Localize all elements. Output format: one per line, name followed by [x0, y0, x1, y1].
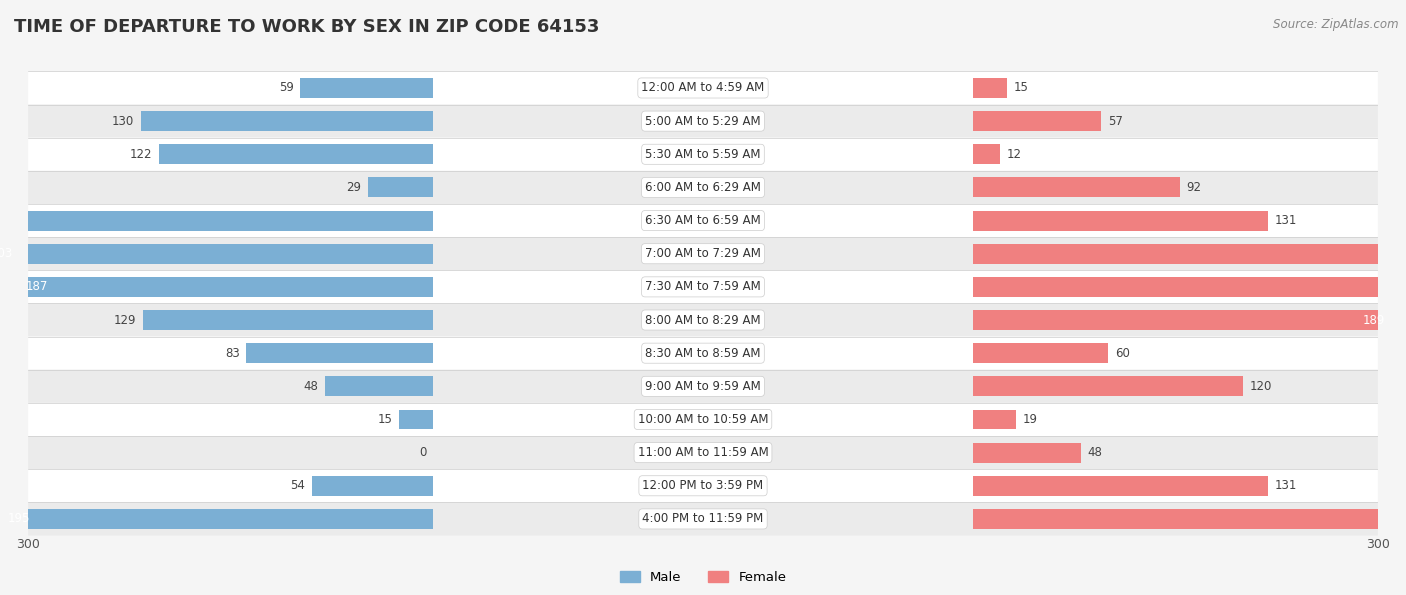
Text: 187: 187 [25, 280, 48, 293]
Bar [301, 78, 433, 98]
Text: 5:30 AM to 5:59 AM: 5:30 AM to 5:59 AM [645, 148, 761, 161]
Text: 6:00 AM to 6:29 AM: 6:00 AM to 6:29 AM [645, 181, 761, 194]
Text: 19: 19 [1022, 413, 1038, 426]
Bar [973, 244, 1406, 264]
Text: 48: 48 [1088, 446, 1102, 459]
Bar [159, 145, 433, 164]
Text: 129: 129 [114, 314, 136, 327]
Bar [973, 443, 1081, 462]
Text: 92: 92 [1187, 181, 1202, 194]
Bar [399, 409, 433, 430]
Text: 4:00 PM to 11:59 PM: 4:00 PM to 11:59 PM [643, 512, 763, 525]
FancyBboxPatch shape [28, 270, 1378, 303]
FancyBboxPatch shape [28, 303, 1378, 337]
Text: 7:30 AM to 7:59 AM: 7:30 AM to 7:59 AM [645, 280, 761, 293]
Text: 122: 122 [129, 148, 152, 161]
Text: Source: ZipAtlas.com: Source: ZipAtlas.com [1274, 18, 1399, 31]
Bar [246, 343, 433, 363]
Bar [0, 244, 433, 264]
Bar [325, 377, 433, 396]
FancyBboxPatch shape [28, 237, 1378, 270]
Text: 59: 59 [278, 82, 294, 95]
Text: 54: 54 [290, 480, 305, 492]
Text: 195: 195 [8, 512, 31, 525]
Text: 8:00 AM to 8:29 AM: 8:00 AM to 8:29 AM [645, 314, 761, 327]
FancyBboxPatch shape [28, 337, 1378, 369]
Text: 83: 83 [225, 347, 239, 359]
Text: 10:00 AM to 10:59 AM: 10:00 AM to 10:59 AM [638, 413, 768, 426]
FancyBboxPatch shape [28, 436, 1378, 469]
Text: 120: 120 [1250, 380, 1272, 393]
Text: 203: 203 [0, 248, 13, 260]
Text: 15: 15 [378, 413, 392, 426]
FancyBboxPatch shape [28, 403, 1378, 436]
Bar [973, 211, 1268, 230]
Text: 5:00 AM to 5:29 AM: 5:00 AM to 5:29 AM [645, 115, 761, 127]
Bar [973, 509, 1406, 529]
Text: 29: 29 [346, 181, 361, 194]
Legend: Male, Female: Male, Female [614, 565, 792, 589]
Bar [973, 343, 1108, 363]
FancyBboxPatch shape [28, 137, 1378, 171]
FancyBboxPatch shape [28, 502, 1378, 536]
Bar [973, 409, 1015, 430]
Text: 48: 48 [304, 380, 318, 393]
Bar [0, 211, 433, 230]
Text: 0: 0 [419, 446, 426, 459]
Bar [973, 177, 1180, 198]
Bar [973, 111, 1101, 131]
FancyBboxPatch shape [28, 71, 1378, 105]
Text: 60: 60 [1115, 347, 1129, 359]
Text: 12:00 AM to 4:59 AM: 12:00 AM to 4:59 AM [641, 82, 765, 95]
Bar [368, 177, 433, 198]
Bar [141, 111, 433, 131]
Text: 8:30 AM to 8:59 AM: 8:30 AM to 8:59 AM [645, 347, 761, 359]
Text: 6:30 AM to 6:59 AM: 6:30 AM to 6:59 AM [645, 214, 761, 227]
Bar [13, 277, 433, 297]
FancyBboxPatch shape [28, 369, 1378, 403]
Text: 7:00 AM to 7:29 AM: 7:00 AM to 7:29 AM [645, 248, 761, 260]
Bar [973, 78, 1007, 98]
Text: 189: 189 [1362, 314, 1385, 327]
FancyBboxPatch shape [28, 105, 1378, 137]
Bar [973, 377, 1243, 396]
FancyBboxPatch shape [28, 204, 1378, 237]
FancyBboxPatch shape [28, 171, 1378, 204]
FancyBboxPatch shape [28, 469, 1378, 502]
Bar [973, 476, 1268, 496]
Text: 12:00 PM to 3:59 PM: 12:00 PM to 3:59 PM [643, 480, 763, 492]
Bar [143, 310, 433, 330]
Bar [973, 277, 1406, 297]
Text: 12: 12 [1007, 148, 1022, 161]
Text: 131: 131 [1274, 214, 1296, 227]
Text: 15: 15 [1014, 82, 1028, 95]
Text: 130: 130 [111, 115, 134, 127]
Bar [0, 509, 433, 529]
Text: 131: 131 [1274, 480, 1296, 492]
Bar [312, 476, 433, 496]
Text: 57: 57 [1108, 115, 1123, 127]
Text: TIME OF DEPARTURE TO WORK BY SEX IN ZIP CODE 64153: TIME OF DEPARTURE TO WORK BY SEX IN ZIP … [14, 18, 599, 36]
Bar [973, 145, 1000, 164]
Bar [973, 310, 1398, 330]
Text: 11:00 AM to 11:59 AM: 11:00 AM to 11:59 AM [638, 446, 768, 459]
Text: 9:00 AM to 9:59 AM: 9:00 AM to 9:59 AM [645, 380, 761, 393]
